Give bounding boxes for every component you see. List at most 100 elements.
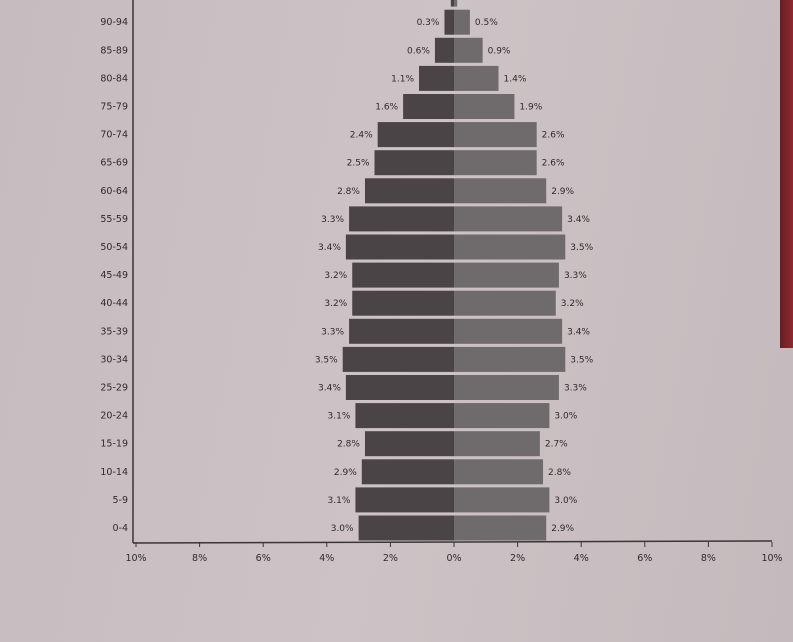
x-axis-line: [132, 540, 773, 544]
data-label-left: 1.1%: [391, 74, 414, 84]
bar-left: [403, 94, 454, 119]
bar-left: [352, 290, 454, 316]
data-label-right: 2.7%: [545, 440, 568, 450]
bar-left: [450, 0, 454, 7]
x-tick-label: 10%: [761, 553, 782, 564]
bar-right: [454, 94, 515, 119]
bar-left: [349, 206, 454, 232]
category-label: 55-59: [100, 214, 128, 225]
category-label: 0-4: [112, 523, 128, 534]
bar-right: [454, 375, 559, 400]
data-label-right: 3.0%: [554, 496, 577, 506]
category-label: 25-29: [100, 383, 128, 394]
data-label-right: 0.5%: [475, 18, 498, 28]
data-label-right: 3.0%: [554, 412, 577, 422]
bar-right: [454, 234, 566, 260]
bar-right: [454, 37, 483, 63]
bar-right: [454, 262, 559, 288]
bar-left: [434, 37, 454, 63]
bar-left: [361, 459, 454, 485]
data-label-right: 1.9%: [519, 103, 542, 113]
x-tick-label: 4%: [319, 553, 334, 564]
bar-left: [364, 431, 454, 457]
data-label-left: 3.4%: [318, 243, 341, 253]
data-label-right: 3.4%: [567, 327, 590, 337]
x-tick-label: 8%: [701, 553, 716, 564]
data-label-left: 3.2%: [324, 299, 347, 309]
category-label: 35-39: [100, 326, 128, 337]
bar-right: [454, 0, 458, 7]
data-label-left: 3.4%: [318, 384, 341, 394]
bar-left: [352, 262, 454, 288]
data-label-left: 2.4%: [350, 131, 373, 141]
bar-right: [454, 150, 537, 176]
x-tick-label: 6%: [256, 553, 271, 564]
data-label-right: 1.4%: [504, 74, 527, 84]
category-label: 80-84: [100, 73, 128, 84]
data-label-right: 2.6%: [542, 159, 565, 169]
data-label-right: 2.6%: [542, 131, 565, 141]
data-label-left: 2.8%: [337, 187, 360, 197]
data-label-right: 0.9%: [488, 46, 511, 56]
category-label: 45-49: [100, 270, 128, 281]
data-label-right: 2.9%: [551, 187, 574, 197]
data-label-left: 2.8%: [337, 440, 360, 450]
data-label-left: 3.0%: [331, 524, 354, 534]
data-label-right: 2.8%: [548, 468, 571, 478]
x-tick-label: 10%: [125, 553, 146, 564]
bar-right: [454, 290, 556, 316]
bar-right: [454, 459, 544, 485]
data-label-right: 3.3%: [564, 271, 587, 281]
data-label-right: 3.5%: [570, 243, 593, 253]
data-label-left: 3.2%: [324, 271, 347, 281]
data-label-left: 1.6%: [375, 103, 398, 113]
category-label: 60-64: [100, 186, 128, 197]
data-label-right: 3.3%: [564, 384, 587, 394]
bar-right: [454, 403, 550, 429]
bar-right: [454, 9, 470, 35]
x-tick-label: 8%: [192, 553, 207, 564]
x-tick-label: 4%: [574, 553, 589, 564]
category-label: 15-19: [100, 439, 128, 450]
bar-left: [419, 65, 454, 91]
bar-left: [374, 150, 454, 176]
red-object-edge: [780, 0, 793, 348]
data-label-left: 2.5%: [347, 159, 370, 169]
category-label: 30-34: [100, 354, 128, 365]
x-tick-label: 6%: [637, 553, 652, 564]
x-tick-label: 2%: [383, 553, 398, 564]
bar-left: [345, 375, 454, 400]
bar-right: [454, 178, 547, 204]
x-tick-label: 0%: [446, 553, 461, 564]
category-label: 10-14: [100, 467, 128, 478]
category-label: 65-69: [100, 158, 128, 169]
data-label-left: 3.5%: [315, 355, 338, 365]
bar-right: [454, 487, 550, 513]
bar-left: [345, 234, 454, 260]
data-label-left: 3.3%: [321, 215, 344, 225]
data-label-left: 2.9%: [334, 468, 357, 478]
bar-right: [454, 122, 537, 148]
bar-right: [454, 318, 563, 344]
bar-left: [342, 346, 454, 372]
category-label: 85-89: [100, 45, 128, 56]
bar-right: [454, 515, 547, 541]
bar-left: [377, 122, 454, 148]
category-label: 40-44: [100, 298, 128, 309]
bar-left: [349, 318, 454, 344]
x-tick-label: 2%: [510, 553, 525, 564]
data-label-left: 3.3%: [321, 327, 344, 337]
category-label: 20-24: [100, 411, 128, 422]
data-label-left: 0.6%: [407, 46, 430, 56]
data-label-left: 0.3%: [417, 18, 440, 28]
bar-left: [444, 9, 454, 35]
bar-left: [355, 487, 454, 513]
data-label-right: 3.4%: [567, 215, 590, 225]
category-label: 90-94: [100, 17, 128, 28]
data-label-right: 3.5%: [570, 355, 593, 365]
category-label: 70-74: [100, 130, 128, 141]
category-label: 5-9: [112, 495, 128, 506]
bar-left: [355, 403, 454, 429]
category-label: 75-79: [100, 102, 128, 113]
